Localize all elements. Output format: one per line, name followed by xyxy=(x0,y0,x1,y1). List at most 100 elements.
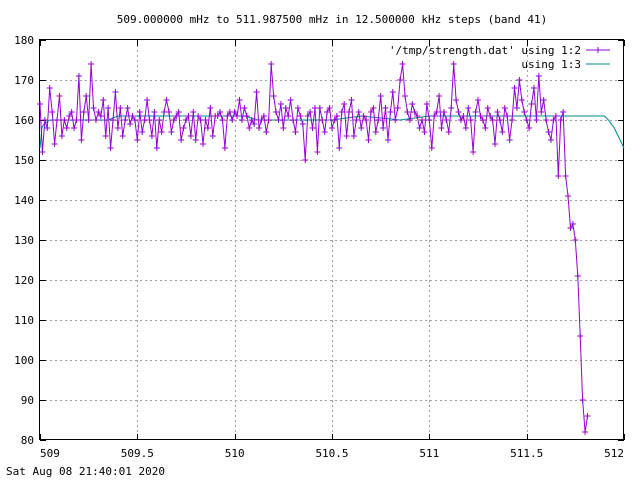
series-1-line xyxy=(39,63,588,433)
series-1-point xyxy=(333,113,340,119)
series-1-point xyxy=(129,113,136,119)
series-1-point xyxy=(263,129,270,135)
series-1-point xyxy=(265,117,272,123)
series-1-point xyxy=(178,137,185,143)
legend: '/tmp/strength.dat' using 1:2 using 1:3 xyxy=(389,44,610,71)
series-1-point xyxy=(384,137,391,143)
series-1-point xyxy=(110,117,116,123)
series-1-point xyxy=(353,117,360,123)
series-1-point xyxy=(355,109,362,115)
series-1-point xyxy=(482,125,489,131)
series-1-point xyxy=(406,117,413,123)
series-1-point xyxy=(409,101,416,107)
series-1-point xyxy=(173,113,180,119)
series-1-point xyxy=(88,61,95,67)
series-1-point xyxy=(324,109,331,115)
series-1-point xyxy=(243,113,250,119)
series-1-point xyxy=(251,121,258,127)
series-1-point xyxy=(54,117,61,123)
series-1-point xyxy=(204,125,211,131)
series-1-point xyxy=(90,105,97,111)
series-1-point xyxy=(516,77,523,83)
series-1-point xyxy=(501,105,508,111)
series-layer xyxy=(37,61,625,435)
y-tick-label: 90 xyxy=(21,394,34,407)
series-1-point xyxy=(560,109,567,115)
legend-marker-series-1 xyxy=(595,47,601,53)
series-1-point xyxy=(134,137,141,143)
y-tick-label: 130 xyxy=(14,234,34,247)
series-1-point xyxy=(241,105,248,111)
series-1-point xyxy=(148,133,155,139)
series-1-point xyxy=(114,125,121,131)
series-1-point xyxy=(550,117,557,123)
series-1-point xyxy=(168,129,175,135)
series-1-point xyxy=(428,145,435,151)
series-1-point xyxy=(431,113,438,119)
series-1-point xyxy=(158,129,165,135)
grid-layer xyxy=(40,40,624,440)
series-1-point xyxy=(41,117,48,123)
series-1-point xyxy=(504,113,511,119)
series-1-point xyxy=(46,85,53,91)
series-1-point xyxy=(358,125,365,131)
series-1-point xyxy=(92,117,99,123)
timestamp: Sat Aug 08 21:40:01 2020 xyxy=(6,465,165,478)
series-1-point xyxy=(457,117,464,123)
series-1-point xyxy=(436,93,443,99)
series-1-point xyxy=(139,129,146,135)
series-1-point xyxy=(285,113,292,119)
series-1-point xyxy=(234,113,241,119)
series-1-point xyxy=(579,397,586,403)
series-1-point xyxy=(423,101,430,107)
series-1-point xyxy=(569,221,576,227)
series-1-point xyxy=(477,113,484,119)
x-tick-label: 510 xyxy=(225,447,245,460)
series-1-point xyxy=(511,85,518,91)
ticks-layer: 80 90 100 110 120 130 140 150 160 170 180 509 509.5 5… xyxy=(14,34,625,460)
series-1-point xyxy=(258,117,265,123)
series-1-point xyxy=(440,109,447,115)
series-1-point xyxy=(236,97,243,103)
series-1-point xyxy=(151,109,158,115)
series-1-point xyxy=(175,109,182,115)
y-tick-label: 150 xyxy=(14,154,34,167)
series-1-point xyxy=(565,193,572,199)
series-1-point xyxy=(557,117,564,123)
series-1-point xyxy=(470,149,477,155)
series-1-point xyxy=(584,413,591,419)
series-1-point xyxy=(119,133,126,139)
y-tick-label: 140 xyxy=(14,194,34,207)
series-1-point xyxy=(426,117,433,123)
series-1-point xyxy=(363,117,370,123)
series-1-point xyxy=(419,117,426,123)
series-1-point xyxy=(238,117,245,123)
series-1-point xyxy=(582,429,589,435)
series-1-point xyxy=(402,93,408,99)
series-1-point xyxy=(66,113,73,119)
series-1-point xyxy=(331,117,338,123)
series-1-point xyxy=(44,125,51,131)
series-1-point xyxy=(195,113,202,119)
series-1-point xyxy=(397,77,404,83)
series-1-point xyxy=(382,105,389,111)
series-1-point xyxy=(526,125,533,131)
series-1-point xyxy=(292,129,299,135)
series-1-point xyxy=(394,105,401,111)
series-1-point xyxy=(248,117,255,123)
x-tick-label: 512 xyxy=(604,447,624,460)
series-1-point xyxy=(555,173,562,179)
series-1-point xyxy=(37,101,43,107)
series-1-markers xyxy=(37,61,591,435)
chart-title: 509.000000 mHz to 511.987500 mHz in 12.5… xyxy=(117,13,547,26)
series-1-point xyxy=(231,109,238,115)
legend-label-series-1: '/tmp/strength.dat' using 1:2 xyxy=(389,44,581,57)
series-1-point xyxy=(260,113,267,119)
series-1-point xyxy=(372,129,379,135)
series-1-point xyxy=(521,109,528,115)
series-1-point xyxy=(192,137,199,143)
series-1-point xyxy=(246,125,253,131)
series-1-point xyxy=(95,109,102,115)
y-tick-label: 120 xyxy=(14,274,34,287)
